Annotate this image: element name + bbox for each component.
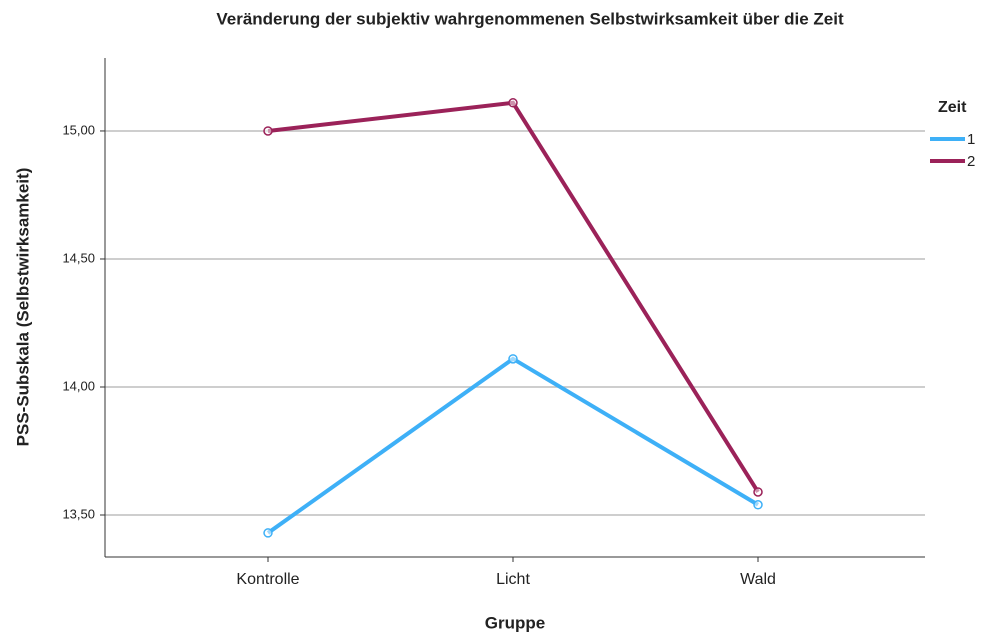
x-tick-label: Kontrolle bbox=[236, 571, 299, 588]
x-axis-label: Gruppe bbox=[485, 613, 545, 632]
point bbox=[508, 98, 518, 108]
x-tick-label: Licht bbox=[496, 571, 530, 588]
y-axis-label: PSS-Subskala (Selbstwirksamkeit) bbox=[13, 168, 32, 447]
chart-title: Veränderung der subjektiv wahrgenommenen… bbox=[216, 9, 844, 28]
y-tick-label: 15,00 bbox=[62, 122, 95, 137]
legend-label: 1 bbox=[967, 131, 975, 148]
y-tick-label: 14,00 bbox=[62, 378, 95, 393]
point bbox=[263, 126, 273, 136]
x-tick-label: Wald bbox=[740, 571, 776, 588]
y-tick-label: 14,50 bbox=[62, 250, 95, 265]
series-line bbox=[266, 356, 760, 535]
point bbox=[753, 500, 763, 510]
point bbox=[263, 528, 273, 538]
series-line bbox=[267, 100, 760, 494]
y-tick-label: 13,50 bbox=[62, 506, 95, 521]
point bbox=[508, 354, 518, 364]
legend-label: 2 bbox=[967, 153, 975, 170]
point bbox=[753, 487, 763, 497]
legend-title: Zeit bbox=[938, 99, 967, 116]
